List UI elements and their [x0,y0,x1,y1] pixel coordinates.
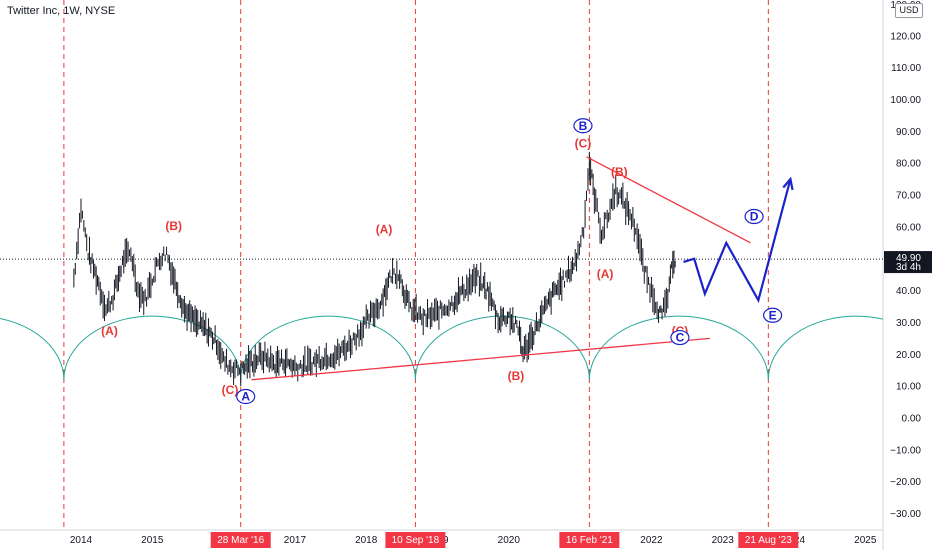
wave-label: E [769,308,777,322]
chart-title: Twitter Inc, 1W, NYSE [7,5,116,17]
time-marker-label: 21 Aug '23 [745,535,792,546]
trendline [251,337,710,381]
last-price-badge [884,251,932,274]
wave-label: (B) [508,369,525,383]
y-tick-label: −30.00 [890,509,921,520]
cycle-arc [63,315,242,380]
x-tick-label: 2022 [640,535,663,546]
currency-button[interactable]: USD [895,3,923,18]
projection-path [683,178,792,304]
y-tick-label: 10.00 [896,382,921,393]
y-tick-label: 80.00 [896,159,921,170]
projection-arrowhead [782,176,794,191]
wave-label: B [579,119,588,133]
y-tick-label: 40.00 [896,286,921,297]
x-tick-label: 2017 [284,535,307,546]
x-tick-label: 2025 [854,535,877,546]
y-tick-label: 120.00 [890,31,921,42]
wave-label: (C) [222,383,239,397]
x-tick-label: 2023 [712,535,735,546]
price-series [73,151,676,387]
time-marker-badge [738,532,799,548]
trendline [586,156,751,244]
last-price-value: 49.90 [896,253,921,264]
y-tick-label: 20.00 [896,350,921,361]
wave-label: D [750,210,759,224]
wave-label: C [676,331,685,345]
wave-label: (B) [165,219,182,233]
wave-label-circle [573,118,593,134]
y-tick-label: 30.00 [896,318,921,329]
cycle-arc [588,315,769,380]
cycle-arc [767,315,883,380]
x-tick-label: 2014 [70,535,93,546]
wave-label-circle [236,388,256,405]
y-tick-label: 0.00 [902,414,922,425]
y-tick-label: 60.00 [896,222,921,233]
wave-label-circle [744,208,764,225]
y-tick-label: 90.00 [896,127,921,138]
time-marker-badge [385,532,446,548]
time-marker-label: 10 Sep '18 [392,535,440,546]
y-tick-label: −20.00 [890,477,921,488]
wave-label: A [241,389,250,403]
wave-label: (A) [376,222,393,236]
wave-label: (A) [101,324,118,338]
wave-label: (A) [597,267,614,281]
wave-label: (B) [611,165,628,179]
time-marker-badge [210,532,271,548]
x-tick-label: 2015 [141,535,164,546]
x-tick-label: 2020 [498,535,521,546]
wave-label: (C) [575,136,592,150]
x-tick-label: 2018 [355,535,378,546]
cycle-arc [0,317,65,380]
wave-label-circle [670,329,690,346]
time-marker-label: 28 Mar '16 [217,535,264,546]
y-tick-label: 70.00 [896,191,921,202]
y-tick-label: 110.00 [891,63,921,74]
y-tick-label: 100.00 [890,95,921,106]
y-tick-label: −10.00 [890,445,921,456]
time-marker-badge [559,532,620,548]
wave-label-circle [763,307,783,323]
countdown-value: 3d 4h [896,262,921,273]
time-marker-label: 16 Feb '21 [566,535,613,546]
